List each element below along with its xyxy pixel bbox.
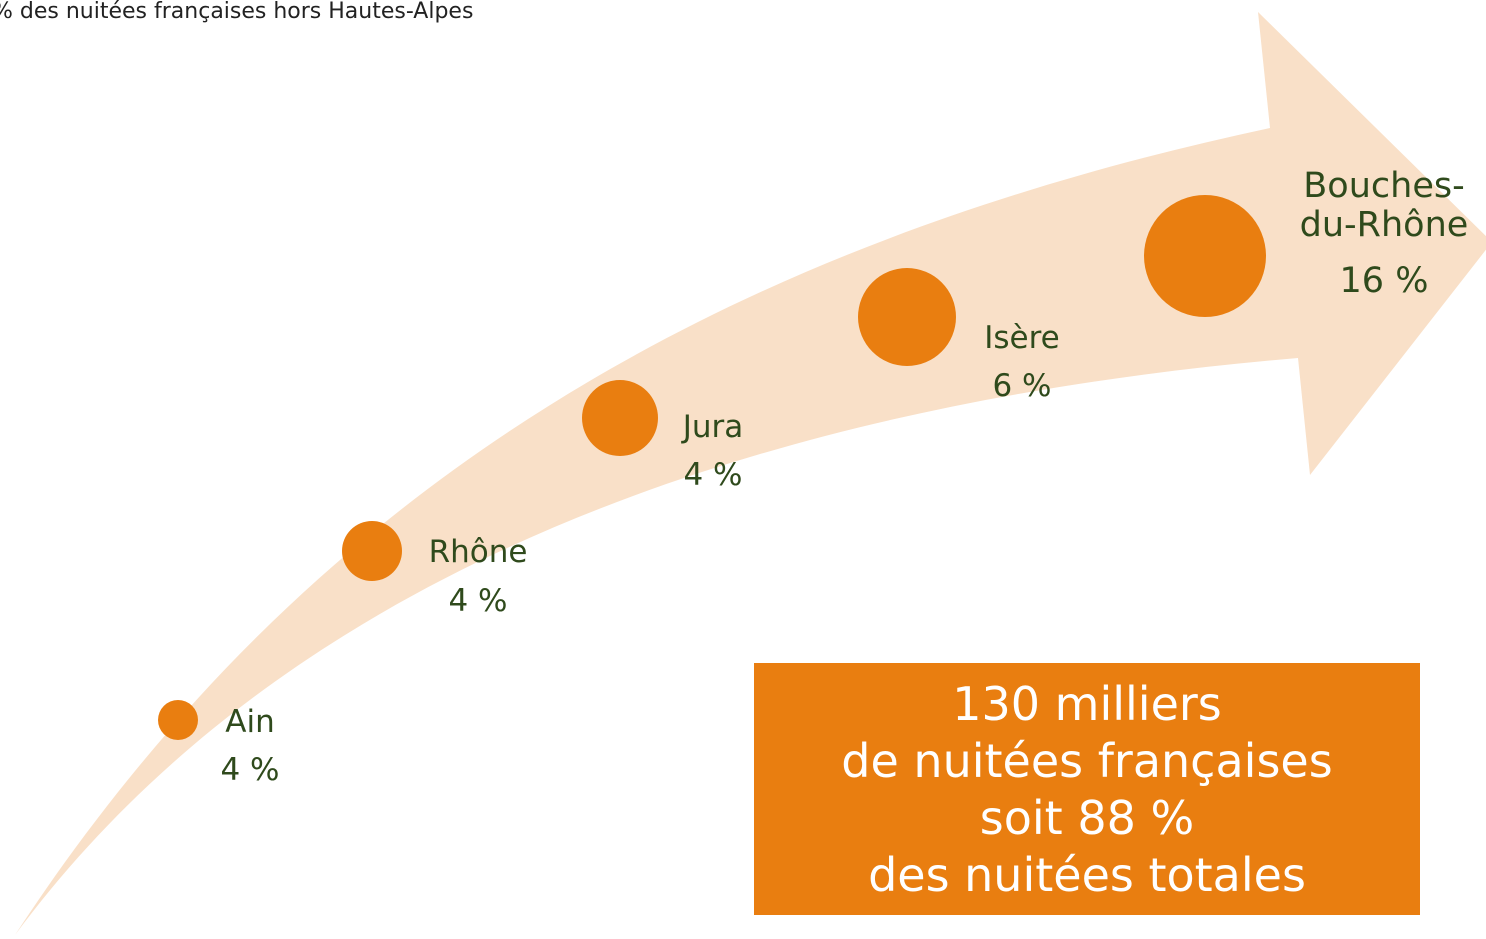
dot	[858, 268, 956, 366]
item-label: du-Rhône	[1300, 205, 1469, 245]
arrow	[15, 12, 1486, 935]
item-value: 4 %	[220, 752, 279, 788]
item-label: Isère	[984, 320, 1060, 356]
summary-line: des nuitées totales	[868, 848, 1306, 902]
summary-box	[754, 663, 1420, 915]
dot	[342, 521, 402, 581]
item-value: 6 %	[992, 368, 1051, 404]
item-label: Jura	[681, 409, 744, 445]
dot	[1144, 195, 1266, 317]
dot	[582, 380, 658, 456]
summary-line: 130 milliers	[952, 677, 1222, 731]
dot	[158, 700, 198, 740]
item-value: 16 %	[1340, 261, 1429, 301]
item-label: Rhône	[429, 534, 528, 570]
item-value: 4 %	[683, 457, 742, 493]
title: % des nuitées françaises hors Hautes-Alp…	[0, 0, 473, 24]
item-label: Ain	[225, 704, 274, 740]
summary-line: soit 88 %	[980, 791, 1194, 845]
item-label: Bouches-	[1303, 166, 1464, 206]
summary-line: de nuitées françaises	[841, 734, 1332, 788]
item-value: 4 %	[448, 583, 507, 619]
